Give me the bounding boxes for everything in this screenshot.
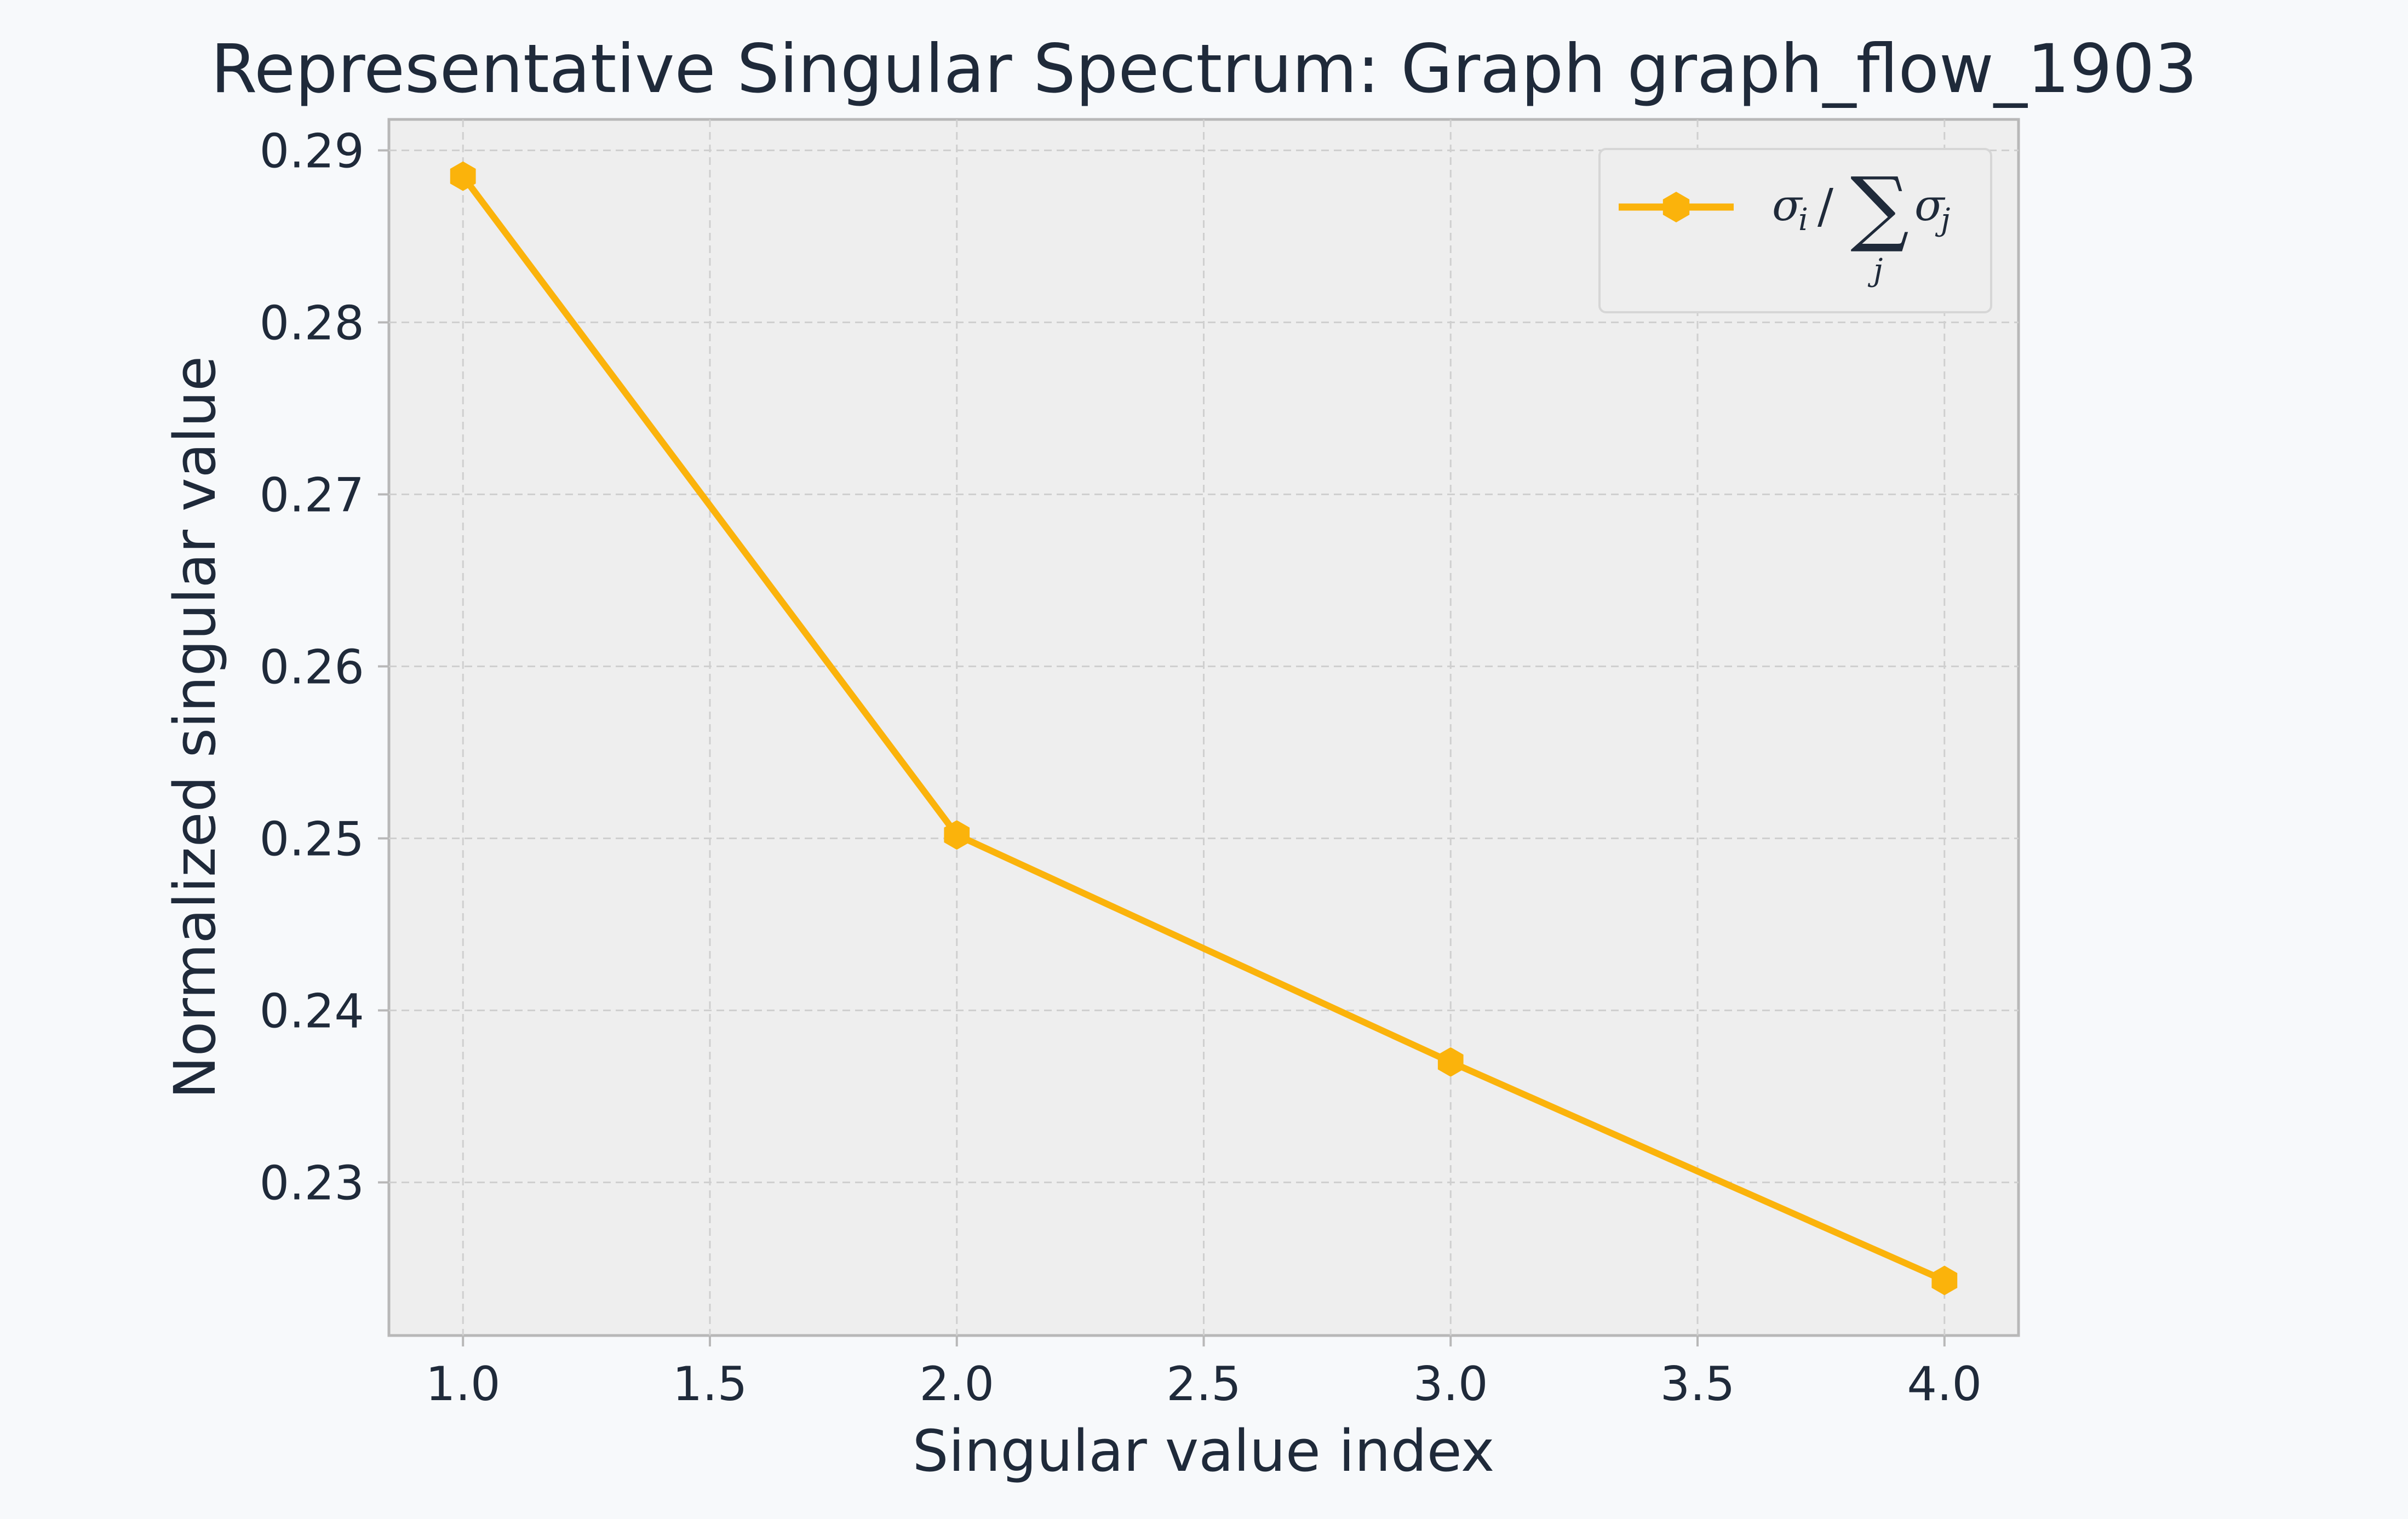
x-axis-label: Singular value index bbox=[913, 1418, 1495, 1484]
y-tick-label: 0.23 bbox=[260, 1156, 364, 1211]
svg-text:σ: σ bbox=[1914, 180, 1946, 231]
svg-text:∑: ∑ bbox=[1850, 160, 1909, 255]
x-tick-label: 1.5 bbox=[673, 1357, 748, 1412]
x-tick-label: 2.0 bbox=[919, 1357, 994, 1412]
svg-text:i: i bbox=[1798, 202, 1808, 238]
x-tick-label: 1.0 bbox=[426, 1357, 501, 1412]
y-tick-label: 0.28 bbox=[260, 296, 364, 351]
svg-text:/: / bbox=[1818, 179, 1833, 234]
svg-text:σ: σ bbox=[1772, 180, 1803, 231]
legend-box bbox=[1598, 148, 1992, 313]
x-tick-label: 3.0 bbox=[1413, 1357, 1488, 1412]
legend-label: σ i / ∑ j σ j bbox=[1772, 160, 1950, 288]
data-point bbox=[1931, 1265, 1958, 1296]
axis-ticks: 1.0 1.5 2.0 2.5 3.0 3.5 4.0 0.23 0.24 0.25 0.26 0.2… bbox=[260, 124, 1982, 1412]
chart-title: Representative Singular Spectrum: Graph … bbox=[211, 30, 2198, 108]
data-point bbox=[450, 161, 476, 191]
x-tick-label: 4.0 bbox=[1907, 1357, 1982, 1412]
y-tick-label: 0.25 bbox=[260, 812, 364, 867]
y-tick-label: 0.26 bbox=[260, 640, 364, 695]
y-tick-label: 0.29 bbox=[260, 124, 364, 179]
data-point bbox=[944, 820, 970, 850]
legend-marker-swatch bbox=[1662, 192, 1690, 222]
data-point bbox=[1437, 1047, 1464, 1077]
y-axis-label: Normalized singular value bbox=[162, 356, 228, 1099]
series-line bbox=[460, 173, 1948, 1284]
x-tick-label: 3.5 bbox=[1660, 1357, 1735, 1412]
y-tick-label: 0.27 bbox=[260, 468, 364, 523]
y-tick-label: 0.24 bbox=[260, 984, 364, 1039]
x-tick-label: 2.5 bbox=[1166, 1357, 1241, 1412]
series-layer bbox=[450, 161, 1958, 1296]
legend: σ i / ∑ j σ j bbox=[1598, 148, 1992, 313]
grid-lines bbox=[389, 119, 2019, 1335]
